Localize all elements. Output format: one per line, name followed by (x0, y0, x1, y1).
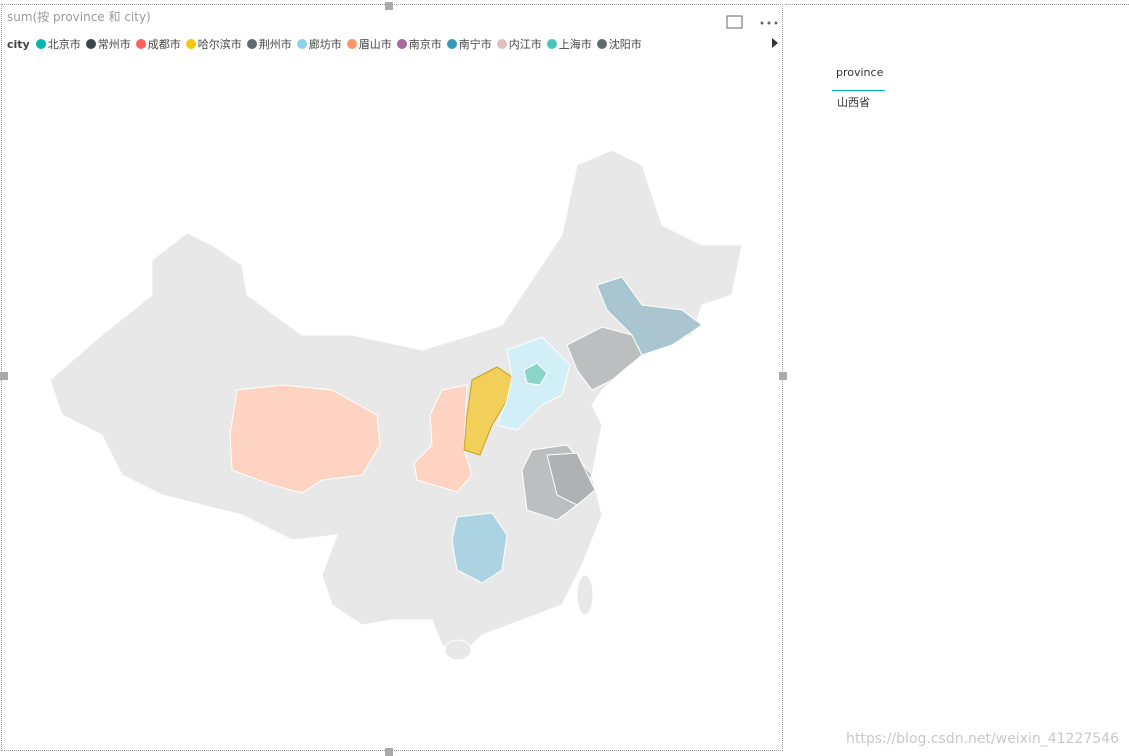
legend-dot (546, 39, 557, 49)
legend-item[interactable]: 哈尔滨市 (185, 36, 242, 52)
legend-dot (35, 39, 46, 49)
legend-label: 南京市 (408, 38, 442, 51)
legend-label: 眉山市 (358, 38, 392, 51)
legend-title: city (7, 37, 30, 51)
legend-label: 哈尔滨市 (197, 38, 242, 51)
legend-dot (496, 39, 507, 49)
legend-item[interactable]: 沈阳市 (596, 36, 642, 52)
legend-label: 内江市 (508, 38, 542, 51)
legend-item[interactable]: 眉山市 (346, 36, 392, 52)
legend-label: 荆州市 (258, 38, 292, 51)
legend-label: 北京市 (47, 38, 81, 51)
map-visual[interactable]: sum(按 province 和 city) city 北京市 常州市 成都市 哈尔滨市… (1, 4, 783, 751)
map (49, 149, 743, 661)
legend-dot (85, 39, 96, 49)
frame-line (785, 4, 1129, 5)
legend-item[interactable]: 成都市 (135, 36, 181, 52)
legend-item[interactable]: 内江市 (496, 36, 542, 52)
legend-item[interactable]: 南京市 (396, 36, 442, 52)
legend-label: 成都市 (147, 38, 181, 51)
visual-icons[interactable] (724, 13, 784, 33)
legend-item[interactable]: 荆州市 (246, 36, 292, 52)
legend-dot (596, 39, 607, 49)
legend-dot (135, 39, 146, 49)
slicer-underline (832, 90, 885, 91)
legend-arrow[interactable] (770, 37, 780, 49)
legend-item[interactable]: 常州市 (85, 36, 131, 52)
legend-label: 上海市 (558, 38, 592, 51)
legend-dot (446, 39, 457, 49)
legend-label: 常州市 (97, 38, 131, 51)
resize-handle[interactable] (385, 2, 393, 10)
resize-handle[interactable] (0, 372, 8, 380)
watermark: https://blog.csdn.net/weixin_41227546 (845, 731, 1119, 747)
legend-dot (346, 39, 357, 49)
visual-title: sum(按 province 和 city) (7, 10, 151, 24)
legend-label: 沈阳市 (608, 38, 642, 51)
slicer-item[interactable]: 山西省 (837, 96, 870, 109)
legend-label: 南宁市 (458, 38, 492, 51)
legend-label: 廊坊市 (308, 38, 342, 51)
legend: city 北京市 常州市 成都市 哈尔滨市 荆州市 廊坊市 眉山市 南京市 南宁市 内江市 上海市 沈阳… (7, 36, 647, 52)
slicer-header: province (836, 66, 884, 79)
resize-handle[interactable] (385, 748, 393, 756)
resize-handle[interactable] (779, 372, 787, 380)
legend-item[interactable]: 南宁市 (446, 36, 492, 52)
legend-dot (185, 39, 196, 49)
legend-dot (396, 39, 407, 49)
legend-dot (246, 39, 257, 49)
legend-item[interactable]: 廊坊市 (296, 36, 342, 52)
legend-dot (296, 39, 307, 49)
legend-item[interactable]: 北京市 (35, 36, 81, 52)
legend-item[interactable]: 上海市 (546, 36, 592, 52)
